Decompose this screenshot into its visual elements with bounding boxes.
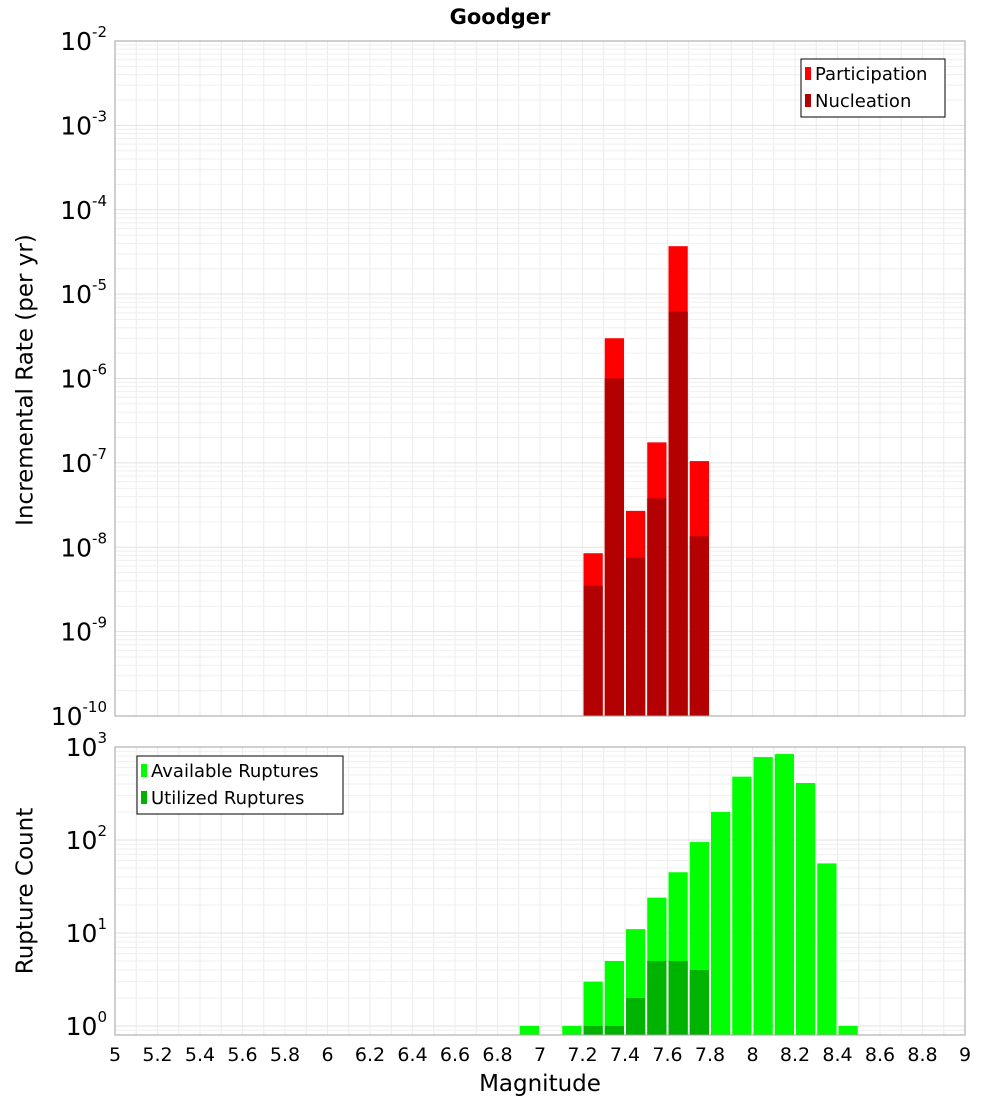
y-tick-label: 10-9 <box>60 614 107 647</box>
x-tick-label: 7.4 <box>610 1044 640 1066</box>
bar-utilized-ruptures <box>689 969 709 1035</box>
bar-utilized-ruptures <box>668 960 688 1035</box>
y-tick-label: 103 <box>66 729 107 762</box>
x-tick-labels: 5 5.2 5.4 5.6 5.8 6 6.2 6.4 6.6 6.8 7 7.2 7.4 7.6 7.8 8… <box>109 1044 971 1066</box>
x-axis-label: Magnitude <box>479 1071 601 1097</box>
legend-swatch <box>805 94 811 107</box>
x-tick-label: 7.6 <box>652 1044 682 1066</box>
bar-nucleation <box>626 557 646 716</box>
legend-swatch <box>141 764 147 777</box>
x-tick-label: 5.4 <box>185 1044 215 1066</box>
x-tick-label: 5.2 <box>142 1044 172 1066</box>
chart-title: Goodger <box>450 5 551 29</box>
x-tick-label: 5 <box>109 1044 121 1066</box>
bottom-legend: Available Ruptures Utilized Ruptures <box>136 755 344 815</box>
y-tick-label: 10-8 <box>60 529 107 562</box>
bar-available-ruptures <box>796 783 816 1035</box>
x-tick-label: 6.4 <box>397 1044 427 1066</box>
y-tick-label: 10-4 <box>60 192 107 225</box>
bar-utilized-ruptures <box>583 1025 603 1035</box>
legend-label: Participation <box>815 64 927 85</box>
x-tick-label: 8.8 <box>907 1044 937 1066</box>
y-tick-label: 102 <box>66 822 107 855</box>
bar-available-ruptures <box>753 757 773 1035</box>
top-plot-frame <box>114 40 966 717</box>
bar-nucleation <box>647 498 667 716</box>
bar-utilized-ruptures <box>604 1025 624 1035</box>
bar-available-ruptures <box>583 981 603 1035</box>
x-tick-label: 8.4 <box>822 1044 852 1066</box>
bar-utilized-ruptures <box>647 960 667 1035</box>
legend-box <box>800 58 946 118</box>
top-y-axis-label: Incremental Rate (per yr) <box>13 234 39 526</box>
x-tick-label: 8.6 <box>865 1044 895 1066</box>
x-tick-label: 7.8 <box>695 1044 725 1066</box>
bottom-chart: 100 101 102 103 5 5.2 5.4 5.6 5.8 6 6.2 6.4 6.6 6.8 7… <box>13 729 972 1097</box>
bar-nucleation <box>604 378 624 716</box>
bar-utilized-ruptures <box>626 997 646 1035</box>
x-tick-label: 6 <box>321 1044 333 1066</box>
bottom-y-tick-labels: 100 101 102 103 <box>66 729 107 1041</box>
x-tick-label: 9 <box>959 1044 971 1066</box>
legend-swatch <box>141 791 147 804</box>
bottom-y-axis-label: Rupture Count <box>13 808 39 974</box>
y-tick-label: 100 <box>66 1008 107 1041</box>
y-tick-label: 10-6 <box>60 361 107 394</box>
y-tick-label: 10-7 <box>60 445 107 478</box>
legend-label: Utilized Ruptures <box>151 788 304 809</box>
top-chart: 10-10 10-9 10-8 10-7 10-6 10-5 10-4 10-3 10-2 Go… <box>13 5 966 731</box>
y-tick-label: 10-3 <box>60 107 107 140</box>
x-tick-label: 6.6 <box>440 1044 470 1066</box>
bar-nucleation <box>689 536 709 716</box>
legend-swatch <box>805 67 811 80</box>
x-tick-label: 5.8 <box>270 1044 300 1066</box>
x-tick-label: 8.2 <box>780 1044 810 1066</box>
bottom-plot-frame <box>114 746 966 1036</box>
top-legend: Participation Nucleation <box>800 58 946 118</box>
bar-available-ruptures <box>817 863 837 1035</box>
bar-available-ruptures <box>711 812 731 1035</box>
x-tick-label: 6.8 <box>482 1044 512 1066</box>
bar-available-ruptures <box>604 960 624 1035</box>
bar-available-ruptures <box>774 754 794 1035</box>
bar-available-ruptures <box>562 1025 582 1035</box>
legend-label: Nucleation <box>815 91 911 112</box>
top-gridlines <box>114 40 966 717</box>
bar-nucleation <box>668 311 688 716</box>
legend-box <box>136 755 344 815</box>
bar-available-ruptures <box>732 776 752 1035</box>
x-tick-label: 7 <box>534 1044 546 1066</box>
x-tick-label: 5.6 <box>227 1044 257 1066</box>
y-tick-label: 10-5 <box>60 276 107 309</box>
y-tick-label: 10-2 <box>60 23 107 56</box>
y-tick-label: 101 <box>66 915 107 948</box>
legend-label: Available Ruptures <box>151 761 319 782</box>
bar-available-ruptures <box>838 1025 858 1035</box>
bottom-bars <box>519 754 858 1035</box>
top-y-tick-labels: 10-10 10-9 10-8 10-7 10-6 10-5 10-4 10-3 10-2 <box>51 23 107 731</box>
top-bars <box>583 246 709 716</box>
x-tick-label: 7.2 <box>567 1044 597 1066</box>
y-tick-label: 10-10 <box>51 698 107 731</box>
bar-nucleation <box>583 585 603 716</box>
x-tick-label: 8 <box>746 1044 758 1066</box>
bar-available-ruptures <box>519 1025 539 1035</box>
x-tick-label: 6.2 <box>355 1044 385 1066</box>
